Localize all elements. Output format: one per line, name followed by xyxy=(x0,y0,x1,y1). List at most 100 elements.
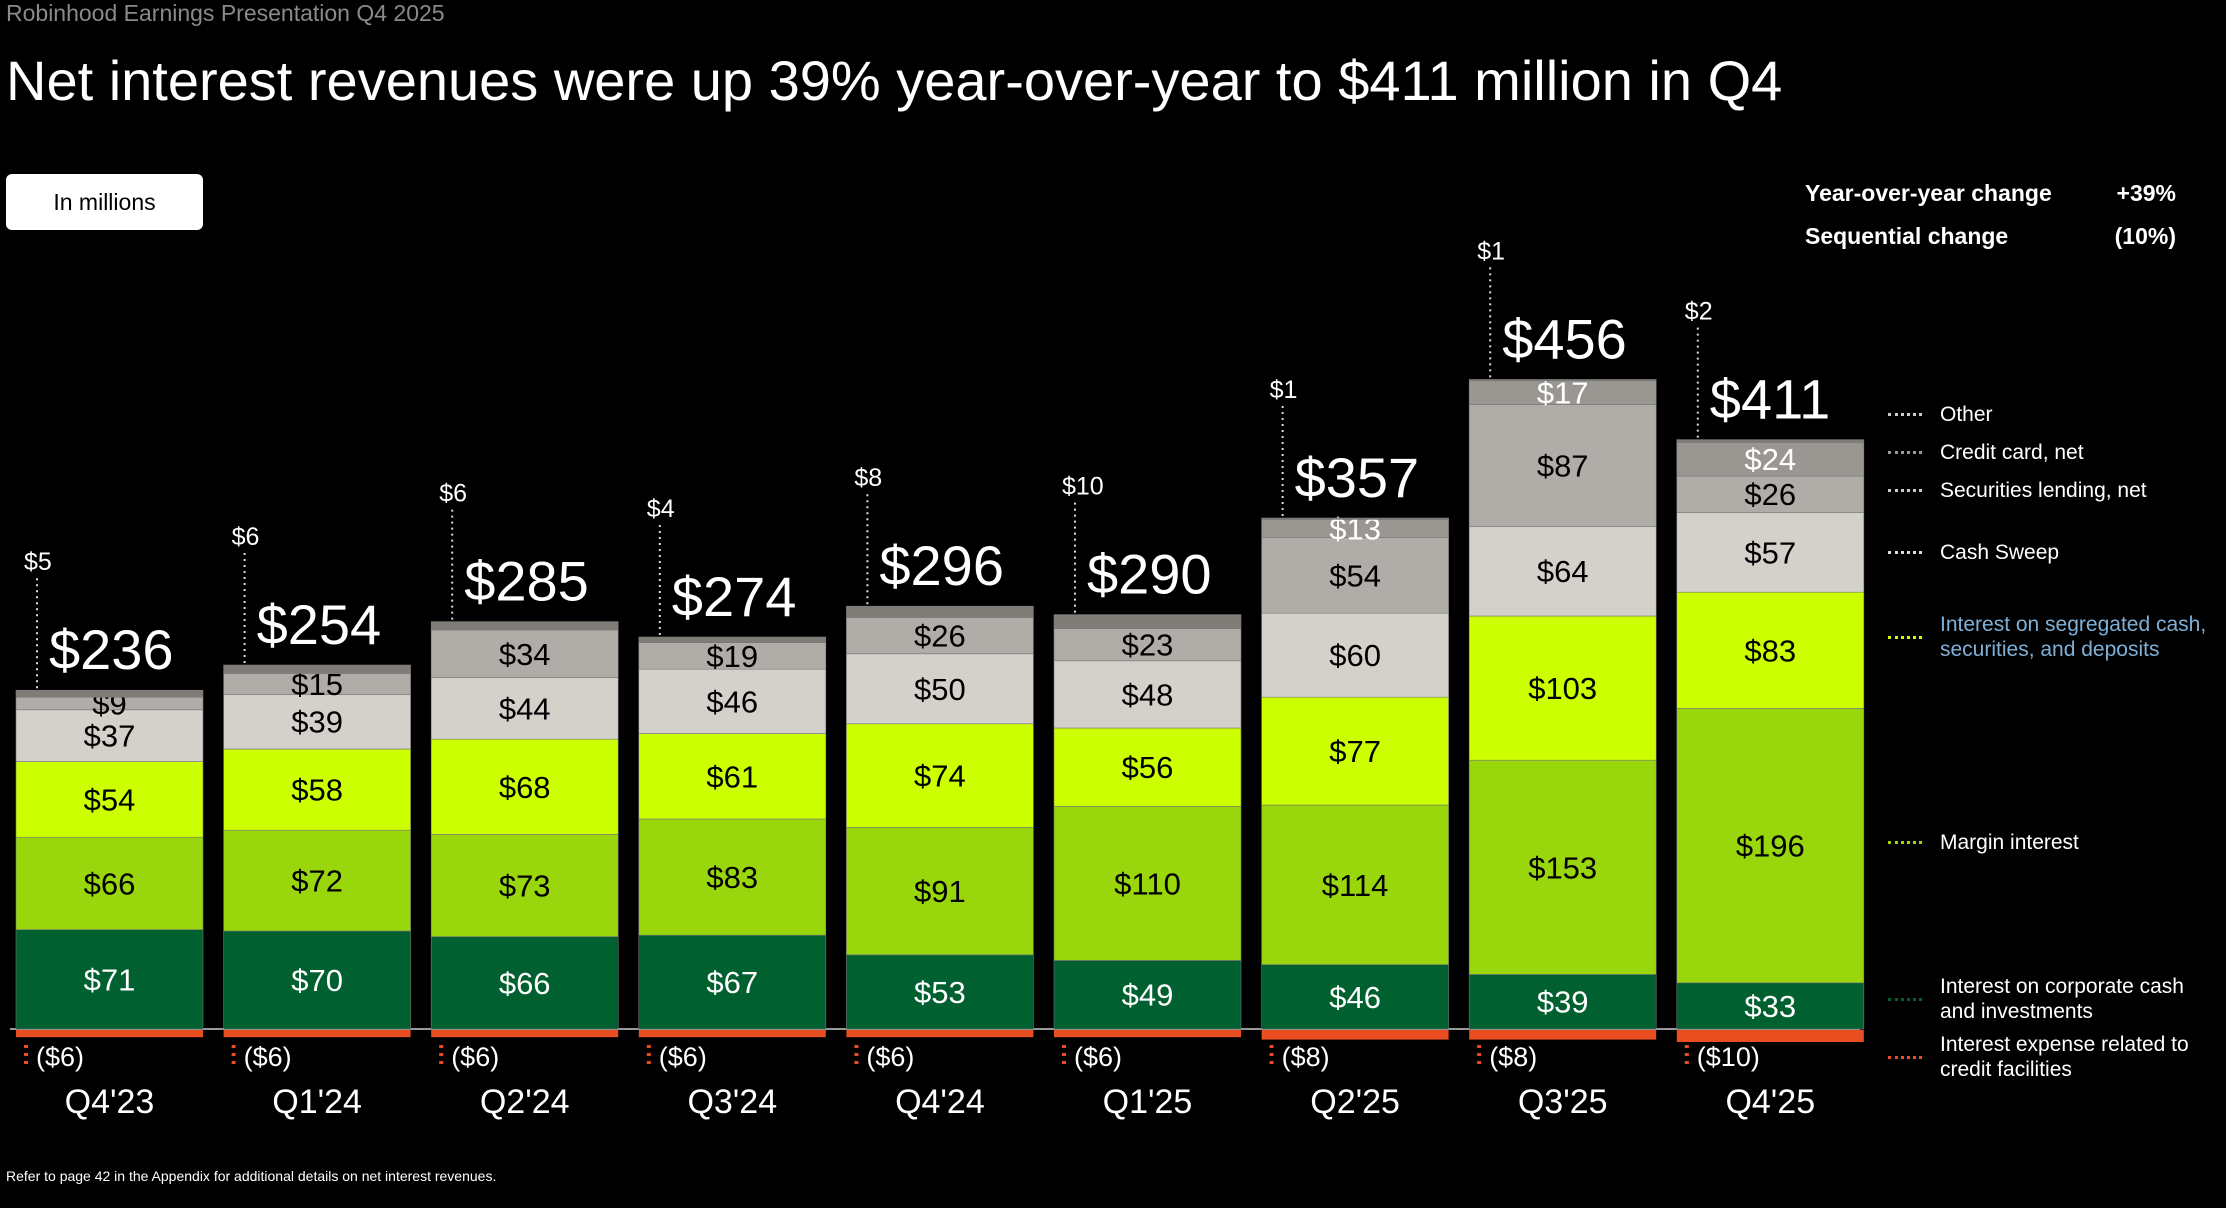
bar-segment-segregated xyxy=(430,738,619,835)
bar-segment-margin xyxy=(1468,759,1657,975)
legend-marker-icon xyxy=(1888,551,1922,554)
expense-value-label: ($6) xyxy=(1074,1042,1122,1072)
x-tick-label: Q4'24 xyxy=(895,1083,985,1121)
segment-label-corporate: $70 xyxy=(291,963,343,998)
bar-segment-sec_lending xyxy=(846,617,1034,655)
bar-segment-cash_sweep xyxy=(1676,512,1865,593)
other-value-label: $2 xyxy=(1685,298,1713,326)
segment-label-cash_sweep: $44 xyxy=(499,691,551,726)
segment-label-cash_sweep: $37 xyxy=(84,719,136,754)
segment-label-segregated: $61 xyxy=(706,759,758,794)
legend-label: Interest on corporate cash and investmen… xyxy=(1940,975,2184,1023)
bar-segment-margin xyxy=(430,834,619,937)
bar-segment-segregated xyxy=(846,723,1034,828)
bar-segment-margin xyxy=(223,829,411,932)
bar-segment-expense xyxy=(638,1030,826,1038)
segment-label-sec_lending: $34 xyxy=(499,637,551,672)
segment-label-credit_card: $24 xyxy=(1744,442,1796,477)
bar-segment-sec_lending xyxy=(1468,404,1657,527)
other-value-label: $6 xyxy=(439,480,467,508)
bar-segment-margin xyxy=(1676,708,1865,984)
segment-label-margin: $153 xyxy=(1528,850,1597,885)
legend-item-sec_lending: Securities lending, net xyxy=(1888,478,2210,503)
segment-label-margin: $83 xyxy=(706,860,758,895)
segment-label-cash_sweep: $64 xyxy=(1537,554,1589,589)
segment-label-corporate: $33 xyxy=(1744,989,1796,1024)
expense-value-label: ($8) xyxy=(1282,1042,1330,1072)
bar-segment-segregated xyxy=(1676,591,1865,709)
bar-segment-expense xyxy=(1054,1030,1241,1038)
segment-label-segregated: $56 xyxy=(1122,750,1174,785)
bar-segment-sec_lending xyxy=(1676,475,1865,513)
segment-label-margin: $72 xyxy=(291,864,343,899)
other-value-label: $4 xyxy=(647,495,675,523)
legend-item-expense: Interest expense related to credit facil… xyxy=(1888,1032,2210,1082)
segment-label-corporate: $71 xyxy=(84,962,136,997)
bar-segment-other xyxy=(223,664,411,674)
bar-segment-margin xyxy=(638,818,827,936)
bar-segment-other xyxy=(1468,379,1657,382)
legend-item-credit_card: Credit card, net xyxy=(1888,440,2210,465)
bar-segment-cash_sweep xyxy=(1053,660,1242,729)
x-tick-label: Q4'23 xyxy=(65,1083,155,1121)
bar-segment-cash_sweep xyxy=(638,668,827,734)
bar-segment-segregated xyxy=(1468,615,1657,761)
bar-segment-other xyxy=(1261,517,1449,520)
legend-marker-icon xyxy=(1888,413,1922,416)
legend-label: Securities lending, net xyxy=(1940,479,2147,502)
bar-segment-segregated xyxy=(15,761,204,838)
bar-segment-segregated xyxy=(1053,727,1242,807)
legend-item-segregated: Interest on segregated cash, securities,… xyxy=(1888,612,2210,662)
expense-value-label: ($6) xyxy=(659,1042,707,1072)
legend-label: Other xyxy=(1940,403,1993,426)
bar-segment-credit_card xyxy=(1676,442,1865,477)
bar-segment-sec_lending xyxy=(638,642,827,670)
legend-marker-icon xyxy=(1888,489,1922,492)
bar-segment-other xyxy=(638,636,827,643)
legend-marker-icon xyxy=(1888,997,1922,1001)
bar-segment-segregated xyxy=(638,733,827,820)
total-label: $274 xyxy=(672,565,797,628)
bar-segment-corporate xyxy=(638,934,827,1030)
segment-label-segregated: $74 xyxy=(914,759,966,794)
x-tick-label: Q1'25 xyxy=(1103,1083,1193,1121)
bar-segment-cash_sweep xyxy=(846,653,1034,725)
expense-value-label: ($6) xyxy=(36,1042,84,1072)
bar-segment-cash_sweep xyxy=(15,709,204,762)
bar-segment-cash_sweep xyxy=(223,694,411,750)
other-value-label: $5 xyxy=(24,548,52,576)
total-label: $411 xyxy=(1710,368,1830,431)
yoy-change-value: +39% xyxy=(2116,180,2176,206)
bar-segment-margin xyxy=(1261,804,1449,965)
segment-label-segregated: $68 xyxy=(499,770,551,805)
legend-label: Interest expense related to credit facil… xyxy=(1940,1033,2189,1081)
bar-segment-other xyxy=(1053,614,1242,629)
yoy-change-label: Year-over-year change xyxy=(1805,180,2052,206)
segment-label-sec_lending: $26 xyxy=(1744,477,1796,512)
segment-label-margin: $66 xyxy=(84,866,136,901)
bar-segment-corporate xyxy=(1676,982,1865,1030)
segment-label-segregated: $54 xyxy=(84,782,136,817)
bar-segment-cash_sweep xyxy=(1261,612,1449,698)
total-label: $285 xyxy=(464,550,589,613)
other-value-label: $1 xyxy=(1270,376,1298,404)
expense-value-label: ($6) xyxy=(244,1042,292,1072)
other-value-label: $8 xyxy=(854,464,882,492)
bar-segment-expense xyxy=(223,1030,411,1038)
legend-label: Cash Sweep xyxy=(1940,541,2060,564)
segment-label-credit_card: $17 xyxy=(1537,376,1589,411)
total-label: $456 xyxy=(1502,307,1627,370)
segment-label-sec_lending: $87 xyxy=(1537,449,1589,484)
bar-segment-corporate xyxy=(846,954,1034,1030)
bar-segment-sec_lending xyxy=(1053,628,1242,662)
bar-segment-other xyxy=(846,605,1034,618)
segment-label-margin: $91 xyxy=(914,874,966,909)
total-label: $290 xyxy=(1087,543,1212,606)
bar-segment-segregated xyxy=(1261,696,1449,806)
segment-label-corporate: $53 xyxy=(914,975,966,1010)
bar-segment-expense xyxy=(16,1030,203,1038)
bar-segment-corporate xyxy=(1261,964,1449,1030)
segment-label-cash_sweep: $48 xyxy=(1122,677,1174,712)
sequential-change-label: Sequential change xyxy=(1805,223,2009,249)
segment-label-credit_card: $13 xyxy=(1329,512,1381,547)
